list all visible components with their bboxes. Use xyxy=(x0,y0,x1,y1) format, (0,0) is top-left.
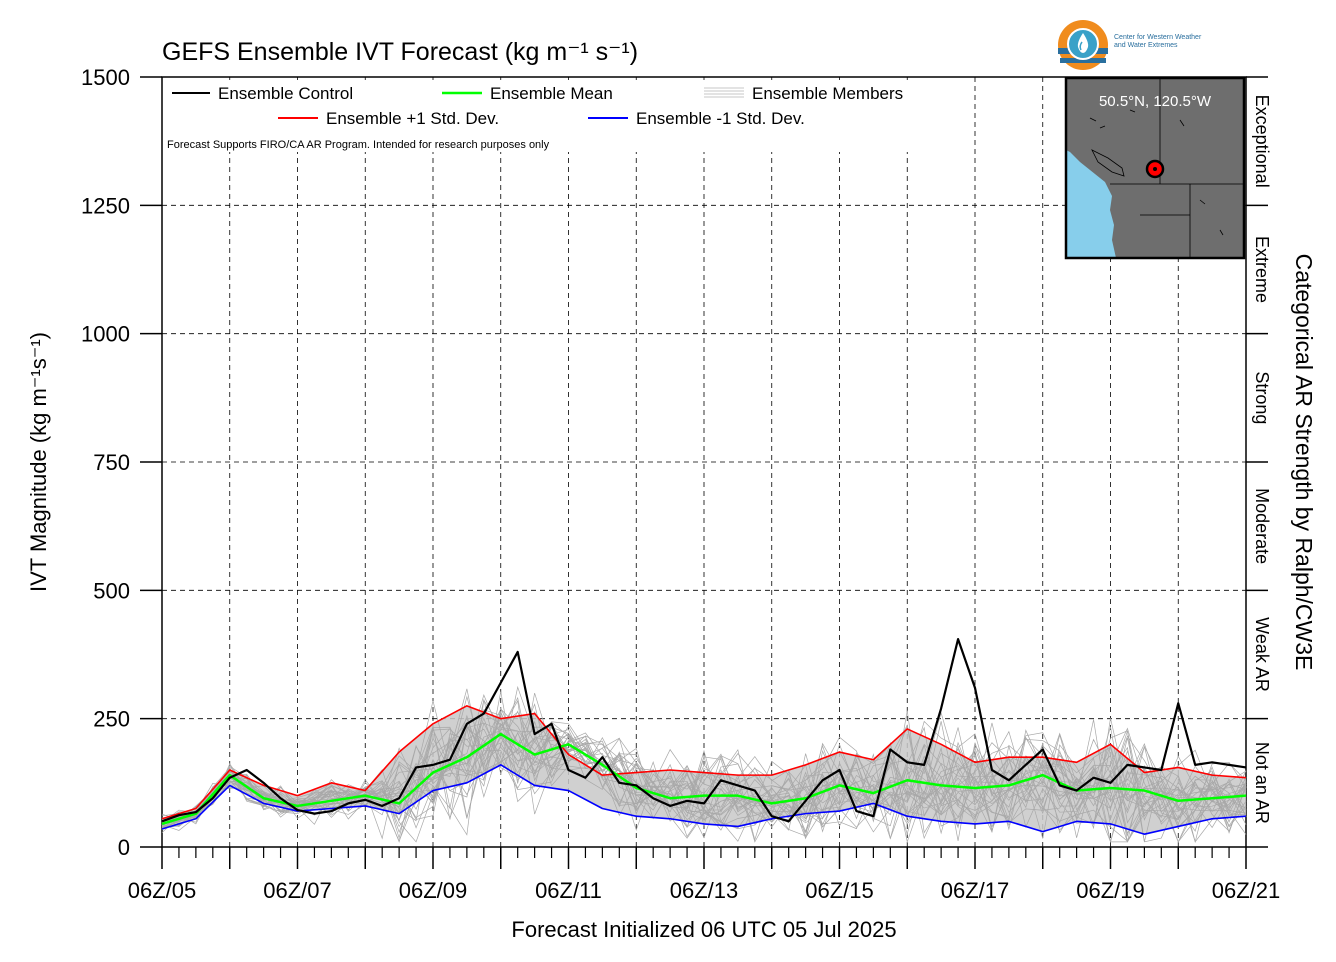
cw3e-logo: Center for Western Weather and Water Ext… xyxy=(1056,18,1246,76)
x-tick-label: 06Z/17 xyxy=(941,878,1010,903)
legend-background xyxy=(165,80,965,152)
ensemble-member-line xyxy=(161,695,1247,843)
ensemble-member-line xyxy=(161,699,1247,838)
right-category-label: Exceptional xyxy=(1252,95,1272,188)
ensemble-member-line xyxy=(161,729,1247,839)
inset-map-frame xyxy=(1064,76,1246,260)
legend-members-label: Ensemble Members xyxy=(752,84,903,103)
right-category-label: Strong xyxy=(1252,371,1272,424)
ensemble-member-line xyxy=(161,714,1247,841)
legend: Ensemble Control Ensemble Mean Ensemble … xyxy=(165,80,965,152)
y-tick-label: 500 xyxy=(93,578,130,603)
right-category-label: Weak AR xyxy=(1252,617,1272,692)
y-tick-label: 1500 xyxy=(81,65,130,90)
x-tick-label: 06Z/19 xyxy=(1076,878,1145,903)
x-axis: 06Z/05 06Z/07 06Z/09 06Z/11 06Z/13 06Z/15 06Z/… xyxy=(128,847,1281,903)
right-category-label: Extreme xyxy=(1252,236,1272,303)
ensemble-member-line xyxy=(161,713,1247,840)
y-tick-label: 1250 xyxy=(81,193,130,218)
minus-std-line xyxy=(161,764,1247,835)
inset-map-coordinates: 50.5°N, 120.5°W xyxy=(1099,93,1212,110)
location-marker-center xyxy=(1153,167,1157,171)
cw3e-water-drop-icon xyxy=(1058,20,1108,70)
y-axis-title: IVT Magnitude (kg m⁻¹s⁻¹) xyxy=(26,332,51,592)
right-axis-title: Categorical AR Strength by Ralph/CW3E xyxy=(1291,254,1317,671)
inset-map: 50.5°N, 120.5°W xyxy=(1064,76,1246,260)
cw3e-logo-text: Center for Western Weather and Water Ext… xyxy=(1114,34,1201,50)
x-tick-label: 06Z/11 xyxy=(535,878,602,903)
plus-std-line xyxy=(161,705,1247,820)
inset-map-ocean xyxy=(1066,150,1116,258)
ensemble-members xyxy=(161,685,1247,844)
ensemble-member-line xyxy=(161,711,1247,841)
legend-members-swatch xyxy=(704,87,744,98)
x-tick-label: 06Z/05 xyxy=(128,878,197,903)
logo-text-line2: and Water Extremes xyxy=(1114,42,1178,49)
right-category-label: Moderate xyxy=(1252,488,1272,564)
y-tick-label: 750 xyxy=(93,450,130,475)
y-axis: 0 250 500 750 1000 1250 1500 xyxy=(81,65,162,860)
mean-line xyxy=(161,732,1247,826)
logo-text-line1: Center for Western Weather xyxy=(1114,34,1202,41)
legend-minus-std-label: Ensemble -1 Std. Dev. xyxy=(636,109,805,128)
x-tick-label: 06Z/21 xyxy=(1212,878,1281,903)
legend-plus-std-label: Ensemble +1 Std. Dev. xyxy=(326,109,499,128)
y-tick-label: 250 xyxy=(93,707,130,732)
x-tick-label: 06Z/13 xyxy=(670,878,739,903)
x-tick-label: 06Z/15 xyxy=(805,878,874,903)
y-tick-label: 0 xyxy=(118,835,130,860)
inset-map-island xyxy=(1091,149,1125,177)
control-line xyxy=(161,637,1247,823)
x-tick-label: 06Z/09 xyxy=(399,878,468,903)
x-tick-label: 06Z/07 xyxy=(263,878,332,903)
disclaimer-text: Forecast Supports FIRO/CA AR Program. In… xyxy=(167,139,550,151)
chart-title: GEFS Ensemble IVT Forecast (kg m⁻¹ s⁻¹) xyxy=(162,38,638,66)
y-tick-label: 1000 xyxy=(81,322,130,347)
x-axis-title: Forecast Initialized 06 UTC 05 Jul 2025 xyxy=(511,917,896,942)
series-lines xyxy=(161,637,1247,835)
right-category-label: Not an AR xyxy=(1252,742,1272,824)
right-category-axis: Not an AR Weak AR Moderate Strong Extreme Exc… xyxy=(1246,76,1272,848)
legend-mean-label: Ensemble Mean xyxy=(490,84,613,103)
legend-control-label: Ensemble Control xyxy=(218,84,353,103)
